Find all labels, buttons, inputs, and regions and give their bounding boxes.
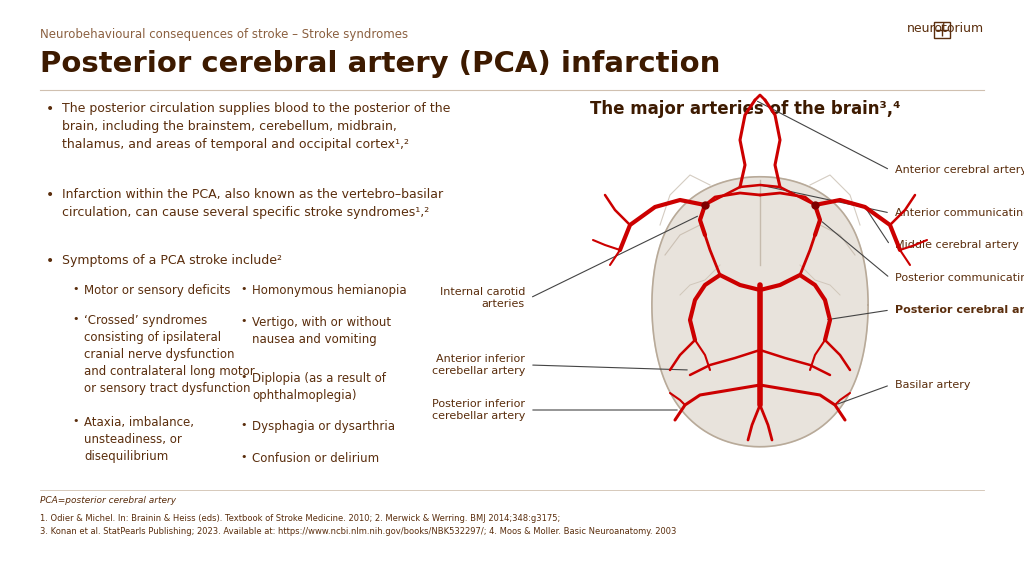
Text: •: • [46, 102, 54, 116]
Text: Confusion or delirium: Confusion or delirium [252, 452, 379, 465]
Text: •: • [72, 284, 79, 294]
Text: The major arteries of the brain³,⁴: The major arteries of the brain³,⁴ [590, 100, 900, 118]
Text: Middle cerebral artery: Middle cerebral artery [895, 240, 1019, 250]
Text: Ataxia, imbalance,
unsteadiness, or
disequilibrium: Ataxia, imbalance, unsteadiness, or dise… [84, 416, 194, 463]
Text: PCA=posterior cerebral artery: PCA=posterior cerebral artery [40, 496, 176, 505]
Text: Vertigo, with or without
nausea and vomiting: Vertigo, with or without nausea and vomi… [252, 316, 391, 346]
Text: Posterior inferior
cerebellar artery: Posterior inferior cerebellar artery [432, 399, 525, 421]
Text: Symptoms of a PCA stroke include²: Symptoms of a PCA stroke include² [62, 254, 282, 267]
Text: Neurobehavioural consequences of stroke – Stroke syndromes: Neurobehavioural consequences of stroke … [40, 28, 409, 41]
Text: •: • [240, 452, 247, 462]
Text: Anterior inferior
cerebellar artery: Anterior inferior cerebellar artery [432, 354, 525, 376]
Text: ‘Crossed’ syndromes
consisting of ipsilateral
cranial nerve dysfunction
and cont: ‘Crossed’ syndromes consisting of ipsila… [84, 314, 255, 395]
Text: •: • [46, 188, 54, 202]
Text: Internal carotid
arteries: Internal carotid arteries [439, 287, 525, 309]
Text: •: • [72, 416, 79, 426]
Text: •: • [240, 420, 247, 430]
Text: •: • [72, 314, 79, 324]
Text: 1. Odier & Michel. In: Brainin & Heiss (eds). Textbook of Stroke Medicine. 2010;: 1. Odier & Michel. In: Brainin & Heiss (… [40, 514, 677, 536]
Text: Posterior communicating artery: Posterior communicating artery [895, 273, 1024, 283]
Text: Dysphagia or dysarthria: Dysphagia or dysarthria [252, 420, 395, 433]
Text: neurotorium: neurotorium [907, 22, 984, 35]
Text: Anterior cerebral artery: Anterior cerebral artery [895, 165, 1024, 175]
Text: Posterior cerebral artery (PCA) infarction: Posterior cerebral artery (PCA) infarcti… [40, 50, 720, 78]
Text: •: • [240, 284, 247, 294]
Text: Diplopia (as a result of
ophthalmoplegia): Diplopia (as a result of ophthalmoplegia… [252, 372, 386, 402]
Text: •: • [240, 372, 247, 382]
Polygon shape [652, 177, 868, 447]
Text: •: • [240, 316, 247, 326]
Text: The posterior circulation supplies blood to the posterior of the
brain, includin: The posterior circulation supplies blood… [62, 102, 451, 151]
Text: Basilar artery: Basilar artery [895, 380, 971, 390]
Text: Homonymous hemianopia: Homonymous hemianopia [252, 284, 407, 297]
Text: •: • [46, 254, 54, 268]
Text: Infarction within the PCA, also known as the vertebro–basilar
circulation, can c: Infarction within the PCA, also known as… [62, 188, 443, 219]
Text: Posterior cerebral artery: Posterior cerebral artery [895, 305, 1024, 315]
Text: Motor or sensory deficits: Motor or sensory deficits [84, 284, 230, 297]
Text: Anterior communicating artery: Anterior communicating artery [895, 208, 1024, 218]
